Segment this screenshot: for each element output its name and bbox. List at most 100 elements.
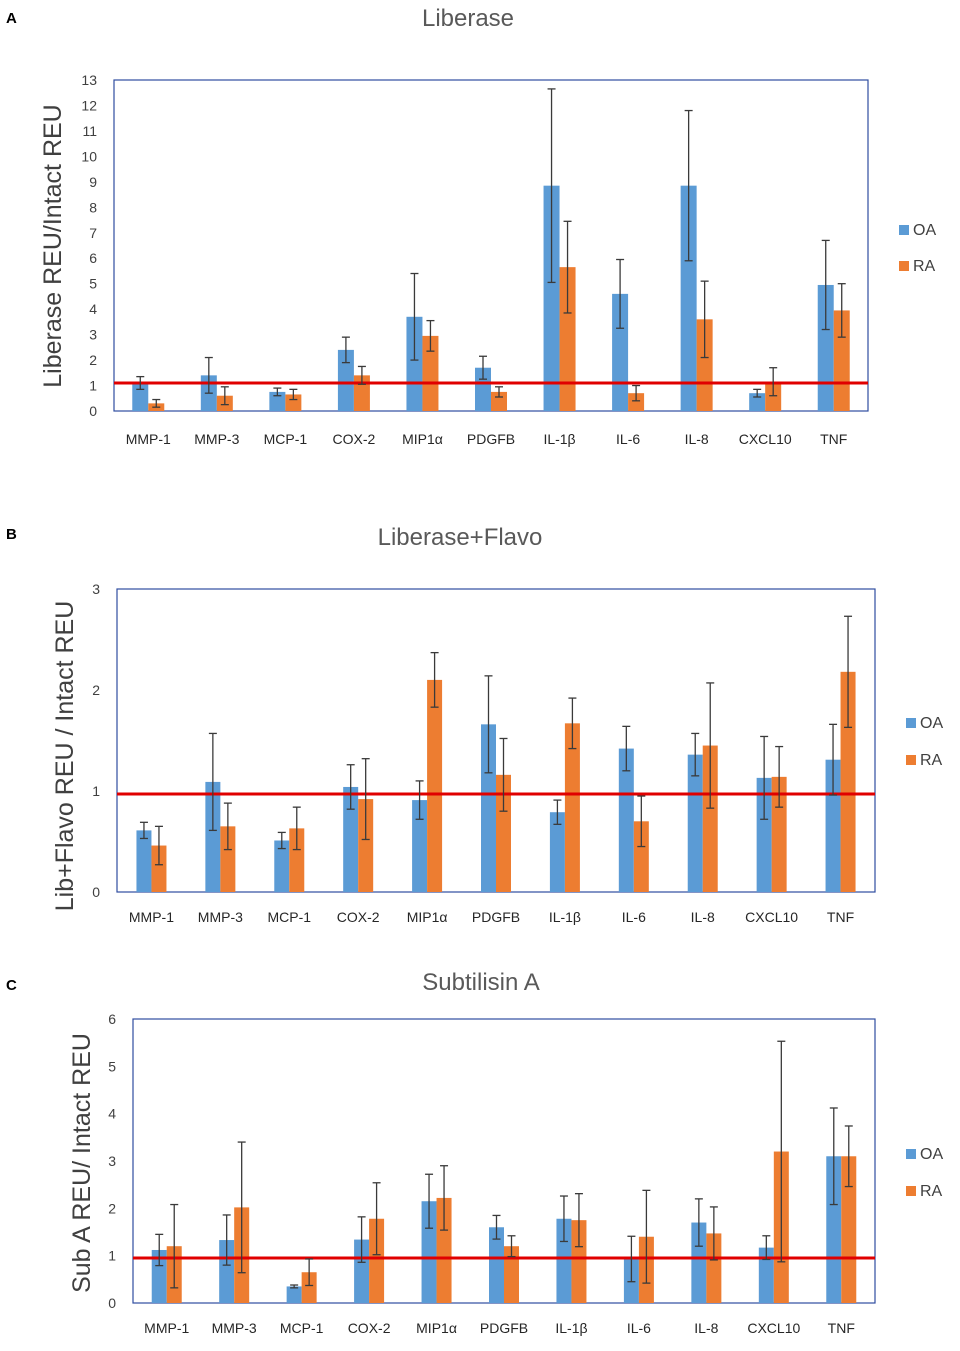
error-bar-ra	[844, 1125, 853, 1188]
error-bar-oa	[273, 387, 282, 397]
y-tick-label: 0	[92, 884, 100, 900]
bar-oa	[151, 1249, 167, 1303]
category-label: MMP-1	[129, 909, 174, 925]
error-bar-oa	[492, 1214, 501, 1240]
y-tick-label: 4	[89, 301, 97, 317]
panel-c: C Subtilisin A Sub A REU/ Intact REU 0 1 2…	[6, 969, 943, 1336]
y-tick-label: 2	[108, 1200, 116, 1216]
error-bar-ra	[563, 220, 572, 314]
category-label: MIP1α	[416, 1320, 457, 1336]
bar-oa	[680, 185, 697, 411]
error-bar-ra	[237, 1141, 246, 1274]
category-label: MCP-1	[267, 909, 311, 925]
bar-oa	[817, 284, 834, 411]
category-label: PDGFB	[467, 431, 515, 447]
y-tick-label: 5	[89, 276, 97, 292]
bar-ra	[833, 310, 850, 411]
legend-swatch-oa	[906, 1149, 916, 1159]
error-bar-ra	[837, 283, 846, 338]
error-bar-ra	[632, 384, 641, 402]
bar-oa	[549, 812, 565, 892]
category-label: TNF	[820, 431, 847, 447]
category-label: COX-2	[337, 909, 380, 925]
legend-label-ra: RA	[920, 1183, 943, 1200]
error-bar-ra	[361, 758, 370, 841]
error-bar-oa	[222, 1214, 231, 1266]
y-tick-label: 3	[108, 1153, 116, 1169]
y-tick-label: 2	[92, 682, 100, 698]
y-axis-label: Lib+Flavo REU / Intact REU	[51, 601, 79, 912]
y-tick-label: 6	[89, 250, 97, 266]
error-bar-oa	[694, 1198, 703, 1247]
bar-ra	[496, 774, 511, 892]
error-bar-oa	[136, 375, 145, 391]
bar-oa	[205, 781, 221, 892]
error-bar-oa	[290, 1284, 299, 1289]
category-label: IL-8	[691, 909, 715, 925]
bar-oa	[412, 800, 428, 892]
legend-label-oa: OA	[913, 222, 936, 239]
category-label: COX-2	[333, 431, 376, 447]
category-label: IL-1β	[543, 431, 575, 447]
error-bar-oa	[346, 764, 355, 810]
category-label: MMP-1	[144, 1320, 189, 1336]
bar-ra	[702, 745, 718, 892]
panel-b: B Liberase+Flavo Lib+Flavo REU / Intact …	[6, 524, 943, 925]
y-tick-label: 0	[108, 1295, 116, 1311]
category-label: IL-8	[685, 431, 709, 447]
y-tick-label: 3	[92, 581, 100, 597]
y-tick-label: 0	[89, 403, 97, 419]
error-bar-ra	[170, 1203, 179, 1289]
bar-oa	[756, 777, 772, 892]
bar-oa	[343, 786, 359, 892]
bar-ra	[706, 1233, 722, 1303]
error-bar-oa	[616, 258, 625, 329]
bar-ra	[571, 1220, 587, 1303]
category-label: MCP-1	[280, 1320, 324, 1336]
bar-ra	[369, 1218, 385, 1303]
bar-ra	[422, 335, 439, 411]
category-label: IL-6	[616, 431, 640, 447]
legend-label-oa: OA	[920, 715, 943, 732]
category-label: COX-2	[348, 1320, 391, 1336]
error-bar-oa	[821, 239, 830, 331]
legend-label-oa: OA	[920, 1146, 943, 1163]
bar-oa	[219, 1240, 235, 1303]
bar-ra	[289, 828, 305, 892]
category-label: MMP-3	[212, 1320, 257, 1336]
y-tick-label: 10	[81, 148, 97, 164]
bar-ra	[841, 1156, 857, 1303]
error-bar-oa	[410, 272, 419, 361]
category-label: IL-1β	[549, 909, 581, 925]
category-label: MCP-1	[264, 431, 308, 447]
panel-letter: A	[6, 10, 17, 27]
error-bar-oa	[547, 88, 556, 284]
error-bar-oa	[357, 1216, 366, 1263]
category-label: CXCL10	[745, 909, 798, 925]
category-label: MIP1α	[402, 431, 443, 447]
category-label: IL-6	[627, 1320, 651, 1336]
bar-oa	[691, 1222, 707, 1303]
error-bar-ra	[775, 745, 784, 808]
error-bar-oa	[559, 1195, 568, 1243]
bar-ra	[220, 826, 236, 892]
error-bar-ra	[440, 1165, 449, 1231]
bar-oa	[758, 1247, 774, 1303]
bar-ra	[427, 679, 443, 892]
bar-ra	[564, 723, 580, 892]
error-bar-oa	[484, 675, 493, 774]
y-tick-label: 1	[89, 378, 97, 394]
legend-swatch-ra	[899, 261, 909, 271]
error-bar-ra	[289, 388, 298, 401]
error-bar-ra	[426, 319, 435, 352]
bar-oa	[543, 185, 560, 411]
category-label: TNF	[827, 909, 854, 925]
category-label: PDGFB	[472, 909, 520, 925]
legend-swatch-oa	[906, 718, 916, 728]
bar-ra	[696, 319, 713, 411]
bar-oa	[489, 1227, 504, 1303]
error-bar-oa	[622, 725, 631, 772]
bar-oa	[421, 1201, 437, 1303]
error-bar-oa	[425, 1173, 434, 1229]
error-bar-oa	[155, 1233, 164, 1267]
